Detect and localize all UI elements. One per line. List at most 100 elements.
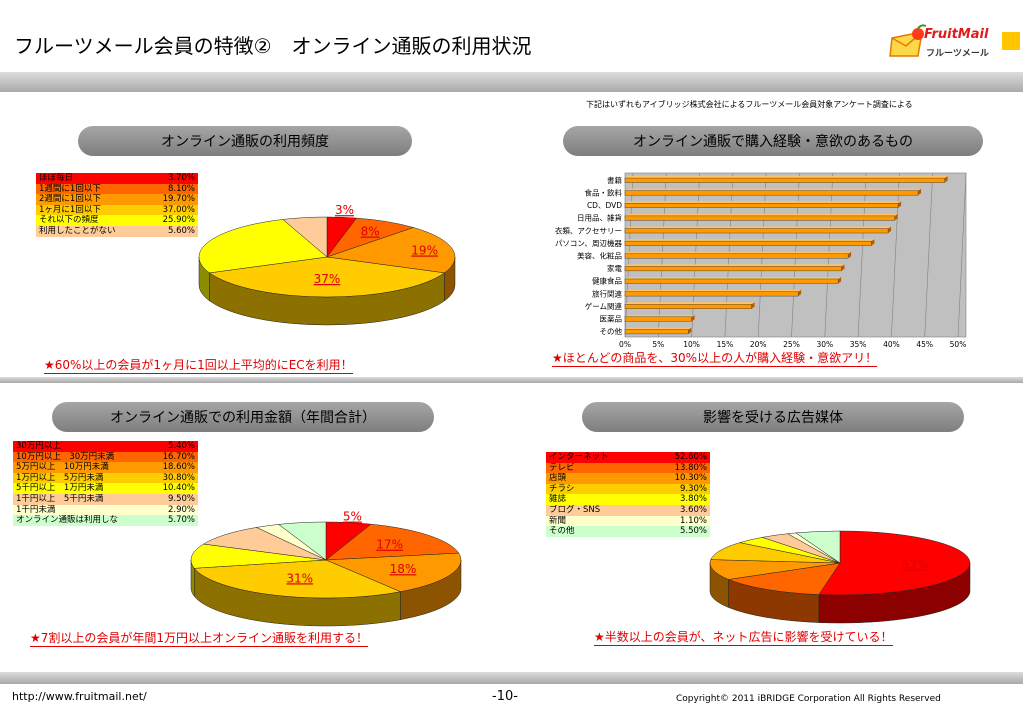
pie-slice (325, 523, 460, 561)
pie-slice (326, 227, 456, 274)
legend-value: 5.50% (679, 526, 707, 537)
purchase-callout: ★ほとんどの商品を、30%以上の人が購入経験・意欲アリ！ (552, 351, 878, 367)
bar (624, 329, 689, 335)
source-note: 下記はいずれもアイブリッジ株式会社によるフルーツメール会員対象アンケート調査によ… (586, 100, 913, 109)
bar-top (625, 239, 875, 242)
legend-label: オンライン通販は利用しな (16, 515, 119, 526)
legend-value: 5.70% (167, 515, 195, 526)
pie-side-walls (709, 562, 971, 624)
pie-slice (208, 256, 446, 298)
legend-row: 雑誌 3.80% (546, 494, 710, 505)
frequency-pie-chart: 3% 8% 19% 37% (198, 203, 456, 326)
bar-side (848, 251, 852, 259)
pie-slice-label: 5% (343, 510, 362, 524)
bar (624, 240, 872, 246)
pie-slice (278, 521, 327, 561)
bar-top (625, 314, 695, 317)
legend-row: 5千円以上 1万円未満 10.40% (13, 483, 198, 494)
bar (624, 228, 889, 234)
frequency-callout: ★60%以上の会員が1ヶ月に1回以上平均的にECを利用！ (44, 358, 353, 374)
bar-side (898, 201, 902, 208)
legend-row: その他 5.50% (546, 526, 710, 537)
legend-value: 8.10% (167, 183, 195, 194)
category-label: 美容、化粧品 (577, 251, 622, 261)
bar-side (841, 264, 845, 271)
pie-slice (709, 559, 841, 580)
bar (624, 215, 895, 221)
x-tick-label: 35% (850, 340, 867, 349)
legend-row: 5万円以上 10万円未満 18.60% (13, 462, 198, 473)
bar-side (688, 327, 692, 334)
bar-top (625, 327, 692, 330)
bar-side (838, 276, 842, 284)
bar-top (625, 226, 892, 229)
legend-row: 1ヶ月に1回以下 37.00% (36, 204, 198, 216)
legend-value: 25.90% (162, 215, 195, 226)
legend-row: 利用したことがない 5.60% (36, 225, 198, 237)
bar-top (625, 176, 948, 179)
legend-row: 2週間に1回以下 19.70% (36, 194, 198, 205)
grid-line (891, 172, 900, 338)
x-tick-label: 30% (816, 340, 833, 349)
footer-url-link[interactable]: http://www.fruitmail.net/ (12, 690, 147, 703)
fruitmail-logo-icon (889, 24, 927, 57)
legend-label: 10万円以上 30万円未満 (16, 451, 115, 462)
category-label: 日用品、雑貨 (577, 213, 622, 223)
category-label: 健康食品 (592, 276, 622, 286)
legend-row: 30万円以上 5.40% (13, 441, 198, 452)
legend-label: 30万円以上 (16, 441, 61, 451)
legend-label: テレビ (549, 462, 575, 473)
legend-label: 5千円以上 1万円未満 (16, 483, 104, 494)
legend-value: 19.70% (162, 194, 195, 205)
legend-value: 13.80% (674, 462, 707, 473)
x-tick-label: 45% (916, 340, 933, 349)
legend-row: 新聞 1.10% (546, 515, 710, 527)
legend-label: ブログ・SNS (549, 504, 601, 515)
x-tick-label: 10% (683, 340, 700, 349)
legend-value: 1.10% (679, 515, 707, 526)
frequency-legend: ほぼ毎日 3.70% 1週間に1回以下 8.10% 2週間に1回以下 19.70% 1ヶ月に… (36, 173, 198, 237)
x-tick-label: 25% (783, 340, 800, 349)
copyright-text: Copyright© 2011 iBRIDGE Corporation All … (676, 694, 941, 704)
category-label: 衣類、アクセサリー (555, 225, 622, 235)
x-tick-label: 20% (750, 340, 767, 349)
bar-top (625, 213, 898, 216)
bar (624, 177, 945, 183)
x-tick-label: 15% (717, 340, 734, 349)
legend-value: 3.60% (679, 504, 707, 515)
amount-pie-chart: 5% 17% 18% 31% (190, 510, 462, 627)
legend-label: ほぼ毎日 (39, 173, 74, 183)
bar-top (625, 188, 922, 191)
legend-value: 18.60% (162, 462, 195, 473)
category-label: 書籍 (607, 175, 622, 185)
category-label: パソコン、周辺機器 (555, 238, 623, 248)
legend-value: 3.70% (167, 173, 195, 183)
bar-top (625, 251, 852, 254)
pie-slice (818, 530, 971, 596)
legend-label: 新聞 (549, 515, 567, 526)
legend-row: 1万円以上 5万円未満 30.80% (13, 472, 198, 484)
category-label: ゲーム関連 (585, 301, 623, 311)
pie-slice (202, 527, 327, 561)
grid-line (957, 172, 967, 338)
purchase-panel-title: オンライン通販で購入経験・意欲のあるもの (563, 126, 983, 156)
bar (624, 253, 849, 259)
amount-callout: ★7割以上の会員が年間1万円以上オンライン通販を利用する！ (30, 631, 369, 647)
category-label: 旅行関連 (592, 288, 622, 298)
x-tick-label: 50% (950, 340, 967, 349)
header-divider-band (0, 72, 1023, 92)
media-pie-chart: 52% (709, 530, 971, 624)
pie-slice-label: 19% (411, 243, 438, 257)
legend-label: その他 (549, 526, 575, 537)
legend-value: 9.50% (167, 493, 195, 504)
pie-slice-label: 31% (286, 571, 313, 585)
legend-label: 利用したことがない (39, 225, 116, 236)
frequency-panel-title: オンライン通販の利用頻度 (78, 126, 412, 156)
legend-label: 1週間に1回以下 (39, 183, 101, 194)
legend-value: 37.00% (162, 204, 195, 215)
category-label: 医薬品 (600, 314, 623, 324)
pie-slice-label: 37% (314, 272, 341, 286)
footer-divider-band (0, 672, 1023, 684)
bar-side (798, 289, 802, 297)
legend-row: チラシ 9.30% (546, 483, 710, 495)
